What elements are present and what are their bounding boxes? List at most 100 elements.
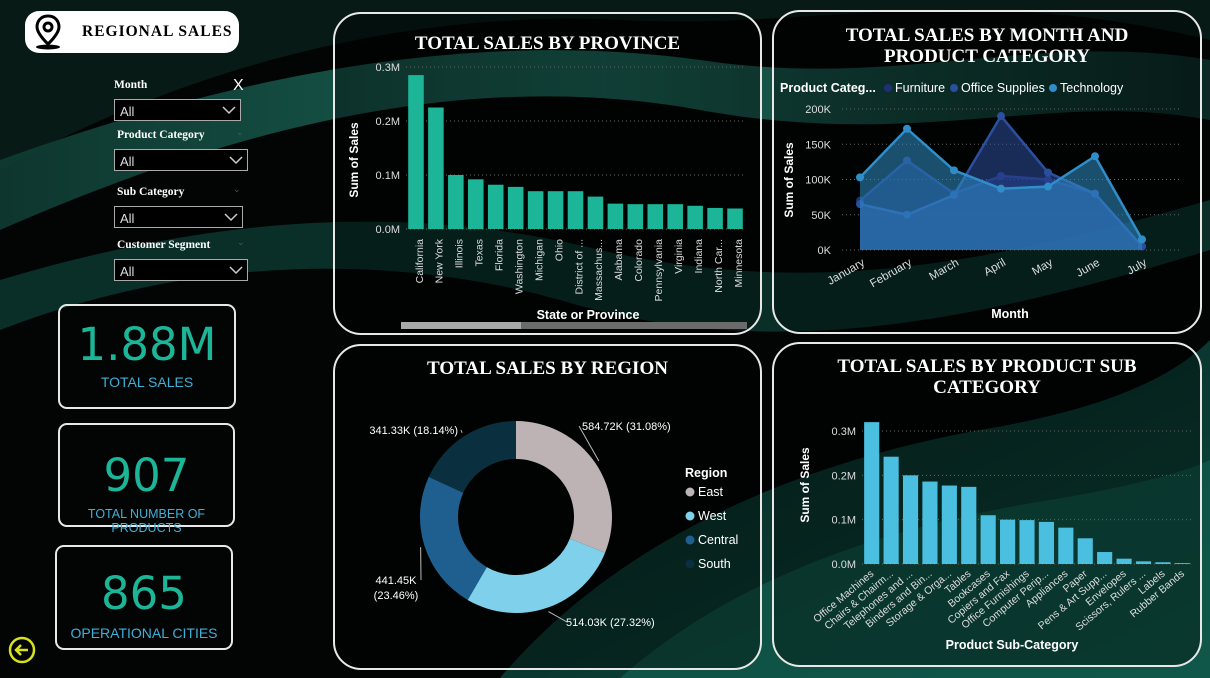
legend-label: Office Supplies [961, 81, 1045, 95]
x-tick-label: January [826, 257, 868, 288]
legend-label: Furniture [895, 81, 945, 95]
x-tick-label: Illinois [454, 239, 466, 268]
chevron-down-icon [224, 213, 238, 222]
donut-slice [467, 538, 606, 613]
x-tick-label: June [1074, 257, 1102, 280]
series-point [1138, 235, 1146, 244]
kpi-label: TOTAL NUMBER OF PRODUCTS [87, 507, 206, 535]
bar [980, 515, 996, 564]
customer-segment-dropdown-value: All [120, 264, 135, 279]
y-tick-label: 0.1M [376, 170, 400, 182]
filter-label-customer-segment: Customer Segment [117, 239, 211, 251]
legend-marker [685, 535, 695, 545]
y-tick-label: 0.2M [376, 116, 400, 128]
donut-slice [420, 476, 487, 600]
leader-line [460, 429, 463, 433]
filter-label-sub-category: Sub Category [117, 186, 185, 198]
customer-segment-dropdown[interactable]: All [114, 259, 248, 281]
series-point [1044, 168, 1052, 177]
bar [707, 207, 723, 229]
leader-line [578, 425, 600, 462]
series-point [1091, 152, 1099, 161]
bar [1097, 552, 1113, 564]
x-tick-label: Massachus... [593, 239, 605, 301]
province-chart-panel [333, 12, 762, 335]
bar [547, 191, 564, 229]
legend-marker [884, 84, 892, 92]
back-arrow-icon[interactable] [8, 636, 36, 664]
y-axis-title: Sum of Sales [347, 122, 361, 198]
bar [507, 186, 524, 229]
bar [1135, 561, 1152, 564]
series-point [997, 184, 1005, 193]
y-tick-label: 0.2M [832, 470, 856, 482]
legend-marker [685, 487, 695, 497]
x-tick-label: Virginia [673, 239, 685, 274]
bar [883, 456, 899, 564]
x-axis-title: Product Sub-Category [946, 638, 1079, 652]
x-tick-label: Michigan [533, 239, 545, 281]
filter-label-product-category: Product Category [117, 129, 205, 141]
y-tick-label: 50K [811, 210, 831, 222]
data-label: 584.72K (31.08%) [582, 421, 671, 433]
bar [1077, 538, 1093, 564]
x-tick-label: District of ... [573, 239, 585, 294]
x-tick-label: Indiana [693, 239, 705, 274]
x-tick-label: Washington [513, 239, 525, 294]
series-point [950, 166, 958, 175]
x-tick-label: Texas [474, 239, 486, 266]
bar [527, 191, 544, 229]
bar [567, 191, 584, 229]
y-tick-label: 0.3M [376, 62, 400, 74]
kpi-value: 907 [103, 449, 190, 502]
bar [468, 179, 484, 229]
leader-line [548, 611, 568, 623]
clear-filters-button[interactable]: X [233, 77, 244, 94]
scrollbar-thumb[interactable] [401, 322, 521, 329]
report-title-card: REGIONAL SALES [25, 11, 239, 53]
legend-marker [685, 559, 695, 569]
chevron-down-icon: ⌄ [236, 127, 244, 137]
bar [1155, 562, 1171, 564]
bar [727, 208, 743, 229]
legend-title: Product Categ... [780, 81, 876, 95]
product-category-dropdown[interactable]: All [114, 149, 248, 171]
month-dropdown[interactable]: All [114, 99, 241, 121]
y-tick-label: 200K [805, 104, 831, 116]
donut-slice [428, 421, 516, 493]
legend-title: Region [685, 466, 727, 480]
province-bar-chart: 0.0M 0.1M 0.2M 0.3M California New York Illino… [347, 62, 747, 329]
scrollbar-track[interactable] [401, 322, 747, 329]
series-point [997, 112, 1005, 121]
bar [607, 203, 624, 229]
data-label: (23.46%) [374, 590, 419, 602]
legend-marker [950, 84, 958, 92]
bar [627, 204, 644, 229]
month-category-chart-title: TOTAL SALES BY MONTH AND PRODUCT CATEGOR… [845, 25, 1129, 67]
chevron-down-icon [229, 266, 243, 275]
x-tick-label: Pennsylvania [653, 239, 665, 302]
legend-label: Technology [1060, 81, 1124, 95]
x-tick-label: North Car... [713, 239, 725, 293]
kpi-total-products: 907 TOTAL NUMBER OF PRODUCTS [58, 423, 235, 535]
sub-category-dropdown[interactable]: All [114, 206, 243, 228]
bar [1174, 563, 1190, 564]
x-axis-title: State or Province [537, 308, 640, 322]
bar [1116, 558, 1132, 564]
bar [667, 204, 683, 229]
report-title: REGIONAL SALES [82, 23, 233, 40]
y-tick-label: 0.3M [832, 426, 856, 438]
region-chart-title: TOTAL SALES BY REGION [427, 358, 668, 379]
data-label: 441.45K [376, 575, 418, 587]
bar [941, 485, 957, 564]
kpi-value: 865 [101, 567, 187, 620]
region-donut-chart: 584.72K (31.08%) 514.03K (27.32%) 441.45K (… [369, 421, 738, 629]
bar [408, 75, 424, 229]
x-tick-label: Colorado [633, 239, 645, 282]
bar [1058, 527, 1074, 564]
month-category-area-chart: 0K 50K 100K 150K 200K January February March Apr… [780, 81, 1182, 321]
subcategory-chart-title: TOTAL SALES BY PRODUCT SUB CATEGORY [837, 356, 1137, 398]
x-tick-label: April [982, 257, 1008, 279]
